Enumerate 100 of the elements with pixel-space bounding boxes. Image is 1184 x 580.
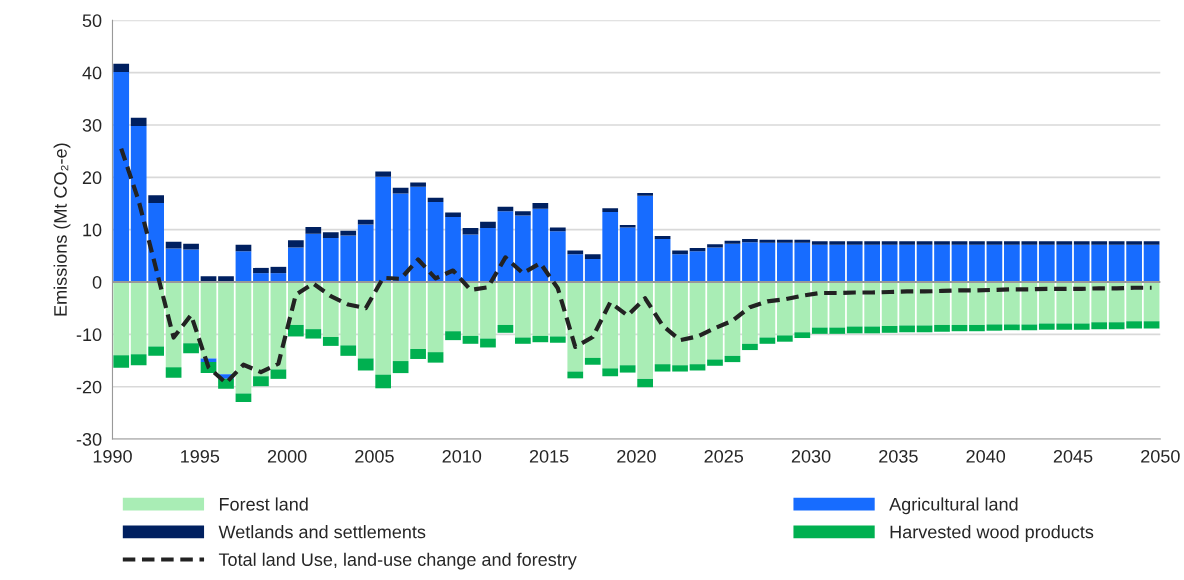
bar (532, 202, 549, 209)
bar (357, 358, 374, 371)
x-tick-label: 2015 (529, 449, 569, 463)
bar (899, 282, 915, 326)
bar (654, 239, 671, 283)
bar (462, 234, 479, 283)
legend-label: Total land Use, land-use change and forestry (218, 552, 577, 570)
bar (235, 244, 252, 252)
bar (934, 282, 950, 325)
bar (427, 282, 444, 353)
bar (427, 352, 444, 363)
x-tick-label: 2010 (442, 449, 482, 463)
x-tick-label: 2025 (704, 449, 744, 463)
bar (759, 282, 776, 338)
bar (689, 248, 706, 252)
bar (218, 282, 234, 375)
bar (113, 282, 130, 356)
x-tick-label: 2020 (617, 449, 656, 463)
bar (427, 197, 444, 202)
bar (392, 282, 409, 362)
bar (480, 221, 496, 229)
bar (183, 243, 199, 250)
bar (183, 249, 199, 283)
bar (253, 376, 269, 387)
x-tick-label: 2040 (966, 449, 1006, 463)
x-tick-label: 1990 (93, 449, 132, 463)
bar (619, 365, 636, 373)
bar (584, 357, 601, 365)
bar (969, 282, 985, 325)
bar (270, 266, 287, 274)
x-tick-label: 2050 (1141, 449, 1180, 463)
bar (672, 282, 688, 366)
x-tick-label: 2030 (791, 449, 831, 463)
bar (742, 282, 758, 344)
bar (392, 193, 409, 283)
bar (410, 282, 426, 350)
bar (707, 244, 723, 248)
bar (410, 182, 426, 187)
bar (410, 186, 426, 283)
bar (392, 361, 409, 374)
bar (672, 254, 688, 283)
x-tick-label: 2000 (267, 449, 307, 463)
bar (689, 282, 706, 365)
legend-label: Agricultural land (889, 497, 1018, 515)
bar (497, 282, 514, 325)
bar (165, 241, 182, 249)
bar (567, 371, 584, 379)
bar (951, 241, 968, 245)
y-tick-label: 0 (92, 275, 102, 289)
bar (1143, 244, 1160, 283)
y-tick-label: 10 (83, 223, 102, 237)
bar (724, 240, 741, 244)
bar (305, 227, 322, 234)
bar (445, 212, 461, 218)
bar (1143, 282, 1160, 322)
bar (445, 282, 461, 332)
x-tick-label: 1995 (181, 449, 220, 463)
bar (934, 324, 950, 332)
bar (445, 217, 461, 283)
bar (654, 364, 671, 372)
bar (480, 338, 496, 348)
bar (148, 195, 164, 203)
bar (672, 365, 688, 372)
x-tick-label: 2005 (355, 449, 394, 463)
bar (253, 282, 269, 377)
bar (707, 247, 723, 283)
bar (253, 273, 269, 283)
bar (916, 325, 933, 333)
bar (986, 241, 1003, 245)
bar (480, 228, 496, 283)
bar (392, 187, 409, 194)
bar (287, 240, 304, 248)
bar (916, 244, 933, 283)
bar (515, 211, 531, 216)
bar (986, 324, 1003, 331)
bar (916, 241, 933, 245)
x-tick-label: 2045 (1053, 449, 1093, 463)
bar (899, 244, 915, 283)
bar (934, 244, 950, 283)
bar (130, 117, 147, 127)
bar (602, 208, 619, 212)
bar (881, 241, 898, 245)
bar (200, 282, 217, 359)
y-tick-label: -10 (76, 328, 102, 342)
bar (1143, 241, 1160, 245)
bar (934, 241, 950, 245)
bar (969, 241, 985, 245)
bar (253, 267, 269, 274)
bar (881, 244, 898, 283)
bar (497, 324, 514, 333)
y-axis-title: Emissions (Mt CO₂-e) (53, 143, 71, 316)
bar (724, 243, 741, 283)
bar (113, 72, 130, 283)
bar (969, 324, 985, 332)
bar (742, 343, 758, 351)
bar (235, 251, 252, 283)
x-tick-label: 2035 (879, 449, 918, 463)
bar (969, 244, 985, 283)
bar (480, 282, 496, 339)
bar (637, 193, 653, 196)
